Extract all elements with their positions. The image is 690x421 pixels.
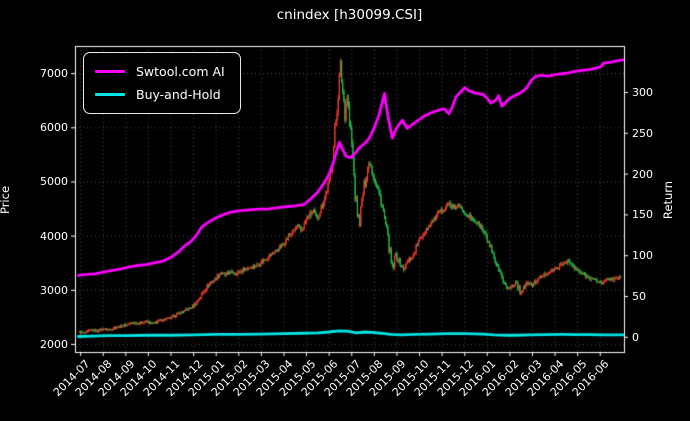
legend-item-ai: Swtool.com AI (95, 60, 225, 83)
ai-line-swatch (95, 69, 125, 74)
price-tick-label: 6000 (40, 121, 68, 135)
price-tick-label: 5000 (40, 175, 68, 189)
return-tick-label: 250 (632, 126, 653, 140)
legend-item-bh: Buy-and-Hold (95, 83, 225, 106)
legend: Swtool.com AI Buy-and-Hold (83, 52, 241, 114)
return-tick-label: 100 (632, 249, 653, 263)
return-tick-label: 150 (632, 208, 653, 222)
price-tick-label: 2000 (40, 337, 68, 351)
return-tick-label: 300 (632, 86, 653, 99)
legend-label-ai: Swtool.com AI (136, 64, 225, 79)
chart-title: cnindex [h30099.CSI] (276, 7, 423, 23)
legend-label-bh: Buy-and-Hold (136, 87, 221, 102)
price-tick-label: 4000 (40, 229, 68, 243)
bh-line-swatch (95, 92, 125, 97)
price-axis-label: Price (0, 185, 13, 215)
price-tick-label: 7000 (40, 67, 68, 81)
return-tick-label: 0 (632, 330, 639, 344)
return-tick-label: 50 (632, 290, 646, 303)
return-tick-label: 200 (632, 167, 653, 181)
price-tick-label: 3000 (40, 283, 68, 297)
